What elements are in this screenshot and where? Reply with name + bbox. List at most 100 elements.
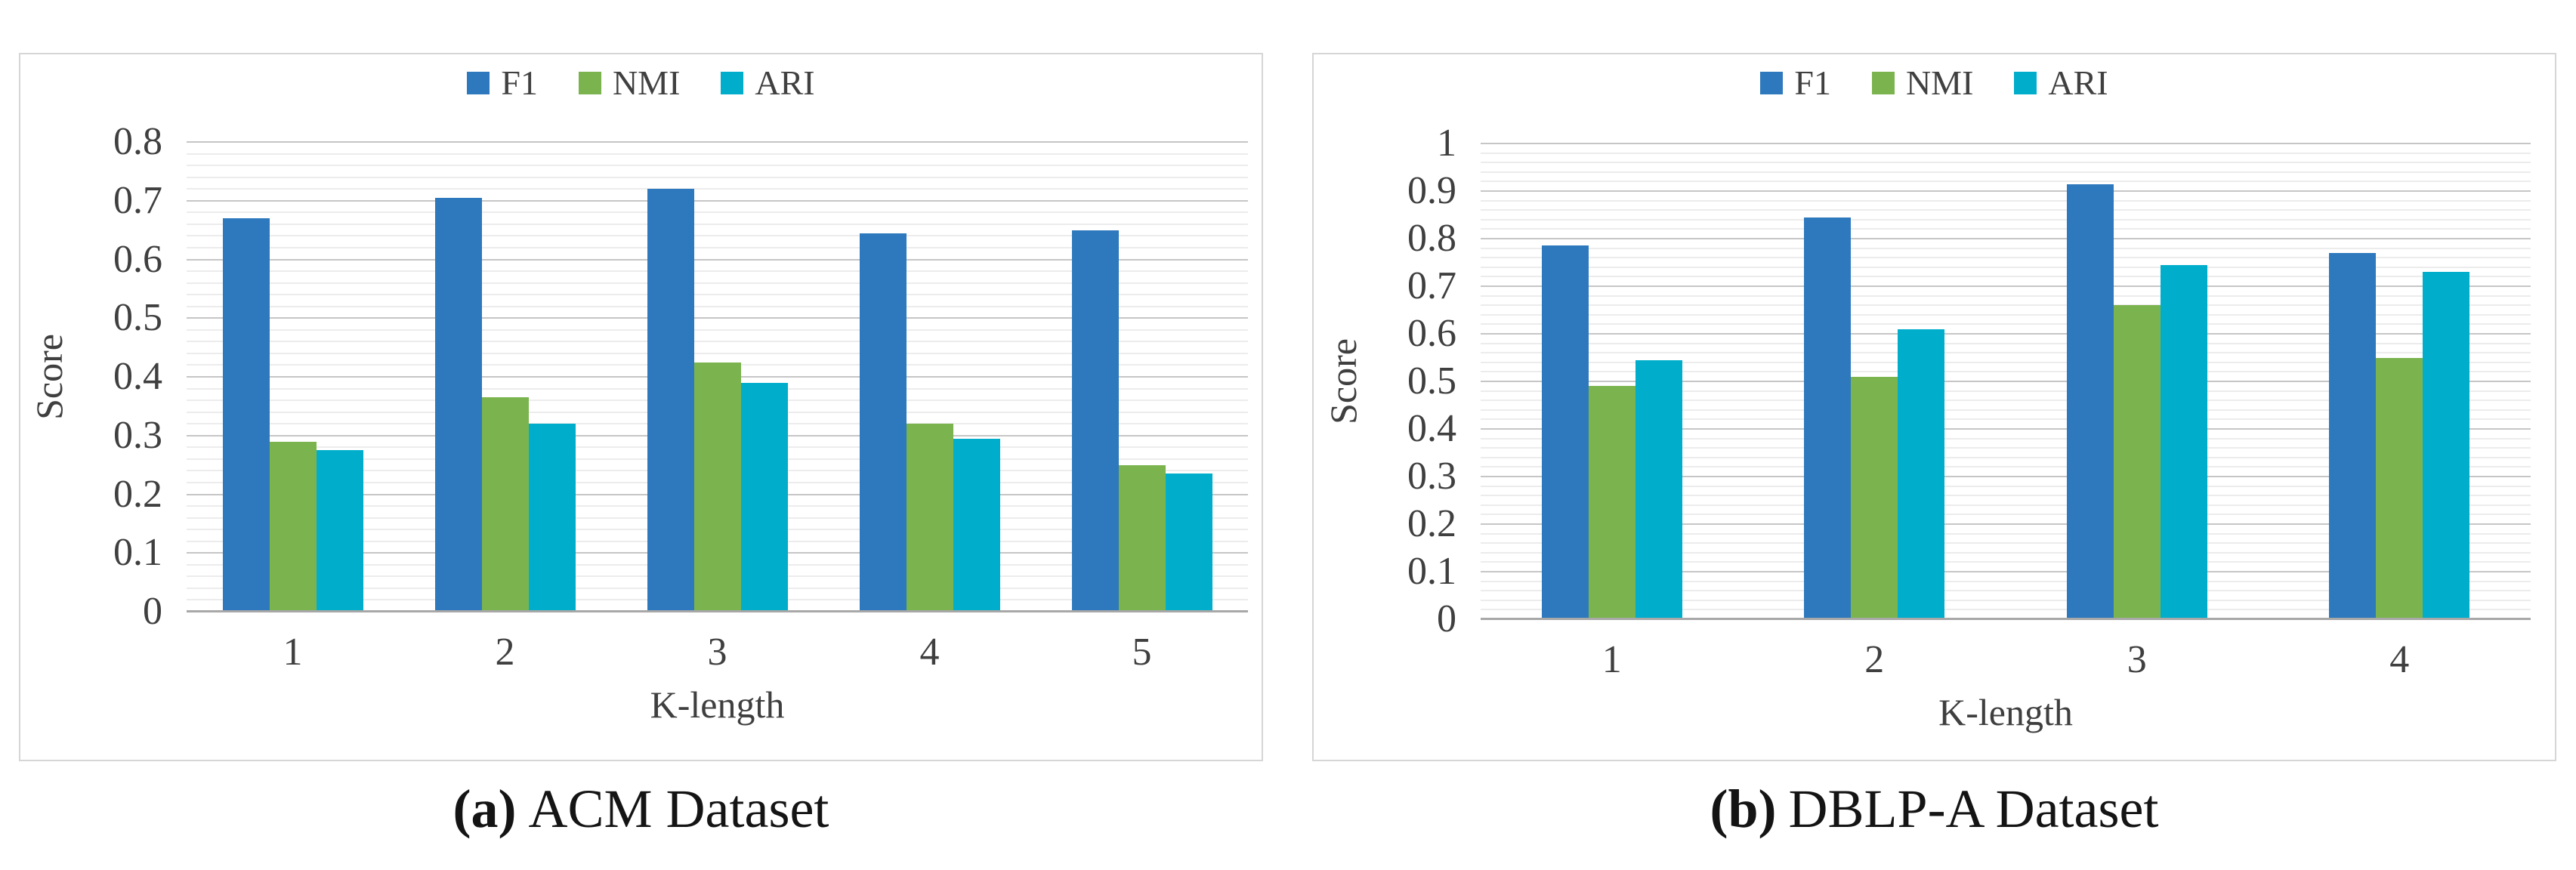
x-axis-line bbox=[187, 610, 1248, 612]
legend-swatch-icon bbox=[1760, 72, 1784, 94]
minor-gridline bbox=[1481, 276, 2531, 278]
bar-nmi-k2 bbox=[481, 397, 529, 612]
y-tick-label: 0.8 bbox=[1407, 217, 1456, 260]
bar-group-k1 bbox=[187, 142, 399, 612]
minor-gridline bbox=[1481, 437, 2531, 440]
caption-dblp: (b) DBLP-A Dataset bbox=[1312, 778, 2556, 841]
minor-gridline bbox=[1481, 418, 2531, 421]
caption-text: ACM Dataset bbox=[528, 779, 829, 839]
legend-item-ari: ARI bbox=[2014, 66, 2108, 100]
minor-gridline bbox=[1481, 609, 2531, 611]
bar-nmi-k3 bbox=[2113, 305, 2161, 619]
minor-gridline bbox=[187, 329, 1248, 331]
bar-f1-k3 bbox=[647, 189, 694, 612]
y-tick-label: 0.4 bbox=[113, 355, 162, 398]
minor-gridline bbox=[1481, 456, 2531, 458]
minor-gridline bbox=[187, 176, 1248, 178]
minor-gridline bbox=[187, 235, 1248, 237]
minor-gridline bbox=[1481, 514, 2531, 516]
bar-ari-k4 bbox=[2423, 272, 2470, 619]
minor-gridline bbox=[187, 270, 1248, 273]
y-tick-label: 0.7 bbox=[113, 178, 162, 222]
major-gridline bbox=[187, 317, 1248, 319]
minor-gridline bbox=[1481, 295, 2531, 297]
caption-acm: (a) ACM Dataset bbox=[19, 778, 1263, 841]
x-tick-label: 2 bbox=[1864, 638, 1885, 681]
minor-gridline bbox=[187, 282, 1248, 284]
caption-marker: (b) bbox=[1710, 779, 1777, 839]
y-tick-label: 0.3 bbox=[1407, 455, 1456, 498]
y-tick-label: 0.6 bbox=[1407, 312, 1456, 355]
minor-gridline bbox=[187, 223, 1248, 225]
bar-group-k4 bbox=[823, 142, 1036, 612]
y-axis-title: Score bbox=[1322, 338, 1364, 424]
minor-gridline bbox=[187, 211, 1248, 214]
minor-gridline bbox=[1481, 162, 2531, 164]
y-tick-label: 0.2 bbox=[113, 472, 162, 516]
y-tick-label: 0 bbox=[1437, 597, 1456, 640]
minor-gridline bbox=[1481, 342, 2531, 344]
major-gridline bbox=[1481, 333, 2531, 335]
bar-ari-k1 bbox=[316, 450, 363, 612]
minor-gridline bbox=[1481, 409, 2531, 411]
bar-f1-k2 bbox=[434, 197, 482, 612]
x-axis-title: K-length bbox=[1938, 691, 2073, 733]
bar-ari-k3 bbox=[2160, 264, 2207, 619]
bar-f1-k4 bbox=[859, 233, 907, 612]
minor-gridline bbox=[1481, 599, 2531, 601]
legend-label: ARI bbox=[755, 63, 815, 102]
minor-gridline bbox=[1481, 304, 2531, 307]
minor-gridline bbox=[1481, 390, 2531, 392]
bar-ari-k2 bbox=[1898, 329, 1945, 619]
y-tick-label: 0.3 bbox=[113, 413, 162, 457]
bar-nmi-k4 bbox=[906, 424, 953, 612]
y-tick-label: 0.9 bbox=[1407, 169, 1456, 212]
minor-gridline bbox=[1481, 485, 2531, 487]
chart-panel-dblp: F1 NMI ARI Score K-length 0 0.1 0.2 0.3 0.4 0.5… bbox=[1312, 53, 2556, 761]
major-gridline bbox=[1481, 190, 2531, 192]
minor-gridline bbox=[1481, 313, 2531, 316]
minor-gridline bbox=[1481, 371, 2531, 373]
y-tick-label: 0.4 bbox=[1407, 407, 1456, 450]
chart-panel-acm: F1 NMI ARI Score K-length 0 0.1 0.2 0.3 0.4 0.5… bbox=[19, 53, 1263, 761]
legend-swatch-icon bbox=[467, 72, 490, 94]
legend-swatch-icon bbox=[2014, 72, 2037, 94]
major-gridline bbox=[1481, 143, 2531, 144]
major-gridline bbox=[187, 199, 1248, 202]
y-tick-label: 0.1 bbox=[1407, 550, 1456, 593]
legend: F1 NMI ARI bbox=[20, 63, 1262, 103]
minor-gridline bbox=[187, 153, 1248, 155]
minor-gridline bbox=[187, 165, 1248, 167]
x-axis-line bbox=[1481, 618, 2531, 620]
legend-label: F1 bbox=[1794, 63, 1831, 102]
major-gridline bbox=[1481, 285, 2531, 287]
major-gridline bbox=[1481, 476, 2531, 477]
legend-label: NMI bbox=[612, 63, 681, 102]
x-tick-label: 3 bbox=[2127, 638, 2147, 681]
major-gridline bbox=[1481, 381, 2531, 382]
y-tick-label: 0.5 bbox=[113, 296, 162, 340]
bar-ari-k5 bbox=[1165, 474, 1212, 612]
minor-gridline bbox=[1481, 266, 2531, 268]
minor-gridline bbox=[1481, 400, 2531, 402]
plot-area: Score K-length 0 0.1 0.2 0.3 0.4 0.5 0.6 0.7 0.8… bbox=[28, 122, 1248, 723]
y-tick-label: 0 bbox=[143, 590, 162, 633]
minor-gridline bbox=[1481, 228, 2531, 230]
x-tick-label: 3 bbox=[707, 631, 727, 674]
legend-item-f1: F1 bbox=[1760, 66, 1831, 100]
bar-group-k3 bbox=[2006, 143, 2269, 619]
bar-f1-k2 bbox=[1804, 217, 1852, 619]
minor-gridline bbox=[1481, 180, 2531, 183]
y-tick-label: 0.8 bbox=[113, 120, 162, 163]
minor-gridline bbox=[1481, 152, 2531, 154]
major-gridline bbox=[1481, 238, 2531, 239]
y-tick-label: 0.2 bbox=[1407, 502, 1456, 545]
minor-gridline bbox=[1481, 257, 2531, 259]
bar-nmi-k4 bbox=[2376, 357, 2423, 619]
bar-group-k1 bbox=[1481, 143, 1744, 619]
minor-gridline bbox=[1481, 466, 2531, 468]
y-tick-label: 0.5 bbox=[1407, 359, 1456, 403]
minor-gridline bbox=[1481, 542, 2531, 545]
minor-gridline bbox=[187, 341, 1248, 343]
bar-nmi-k2 bbox=[1851, 376, 1898, 619]
